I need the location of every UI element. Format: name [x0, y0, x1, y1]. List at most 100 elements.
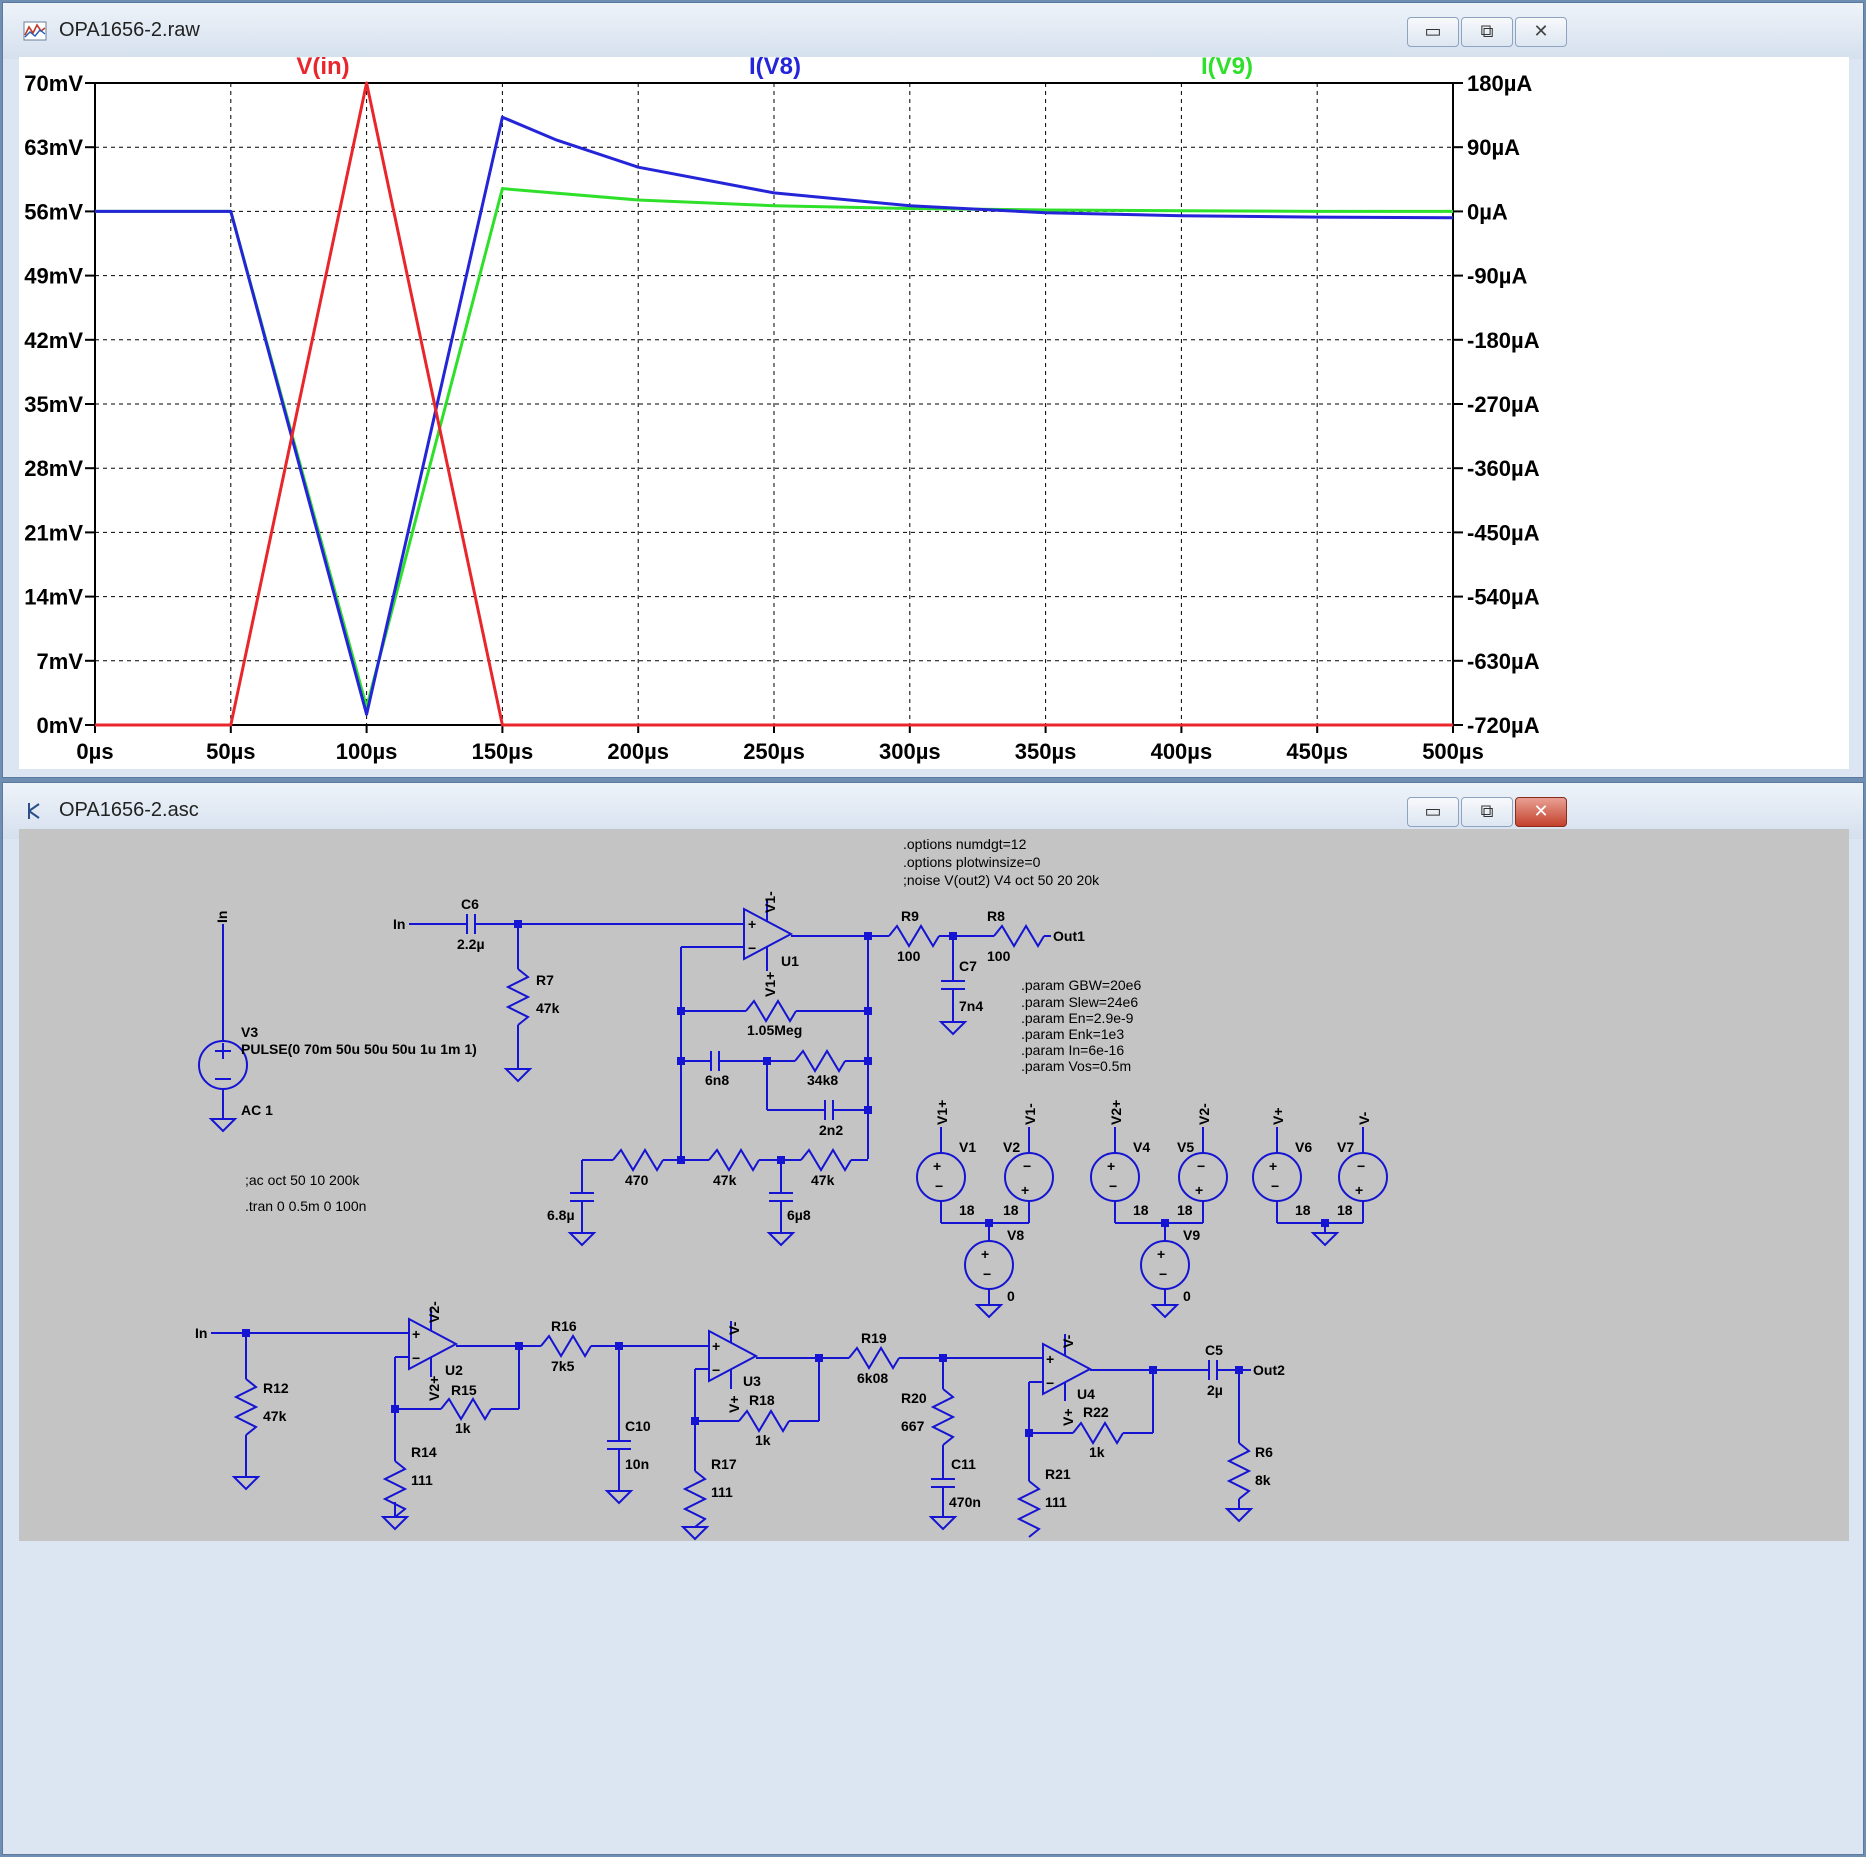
svg-text:−: −: [935, 1178, 943, 1194]
directive-line: .options numdgt=12: [903, 836, 1027, 852]
svg-text:V6: V6: [1295, 1139, 1312, 1155]
u1-stage[interactable]: In C6 2.2µ R7 47k +− V1- V1+ U1: [393, 891, 1085, 1247]
svg-text:+: +: [981, 1246, 989, 1262]
minimize-button[interactable]: ▭: [1407, 797, 1459, 827]
supply-sources[interactable]: + − − + + − V1+ V1- V1 V2 18 18 V8 0 + − − +: [916, 1100, 1388, 1319]
svg-text:V1+: V1+: [934, 1100, 950, 1125]
svg-text:−: −: [983, 1266, 991, 1282]
svg-text:−: −: [1046, 1375, 1054, 1391]
close-button[interactable]: ✕: [1515, 797, 1567, 827]
svg-text:U1: U1: [781, 953, 799, 969]
svg-text:6µ8: 6µ8: [787, 1207, 811, 1223]
svg-text:V2-: V2-: [1196, 1103, 1212, 1125]
svg-text:V1: V1: [959, 1139, 976, 1155]
svg-text:R15: R15: [451, 1382, 477, 1398]
svg-text:U3: U3: [743, 1373, 761, 1389]
svg-text:1.05Meg: 1.05Meg: [747, 1022, 802, 1038]
svg-text:18: 18: [1295, 1202, 1311, 1218]
schematic-icon: [28, 803, 40, 819]
restore-button[interactable]: ⧉: [1461, 17, 1513, 47]
svg-text:+: +: [1157, 1246, 1165, 1262]
param-line: .param In=6e-16: [1021, 1042, 1124, 1058]
right-tick-label: -450µA: [1467, 520, 1540, 545]
legend: V(in) I(V8) I(V9): [296, 57, 1253, 80]
waveform-plot[interactable]: 0mV 7mV 14mV 21mV 28mV 35mV 42mV 49mV 56mV 63mV 70…: [19, 57, 1849, 769]
schematic-window-title: OPA1656-2.asc: [59, 799, 199, 821]
svg-text:C5: C5: [1205, 1342, 1223, 1358]
svg-text:V2-: V2-: [426, 1301, 442, 1323]
sim-commands: ;ac oct 50 10 200k .tran 0 0.5m 0 100n: [245, 1172, 366, 1214]
right-tick-label: -90µA: [1467, 264, 1527, 289]
svg-text:U2: U2: [445, 1362, 463, 1378]
legend-entry: I(V9): [1201, 57, 1253, 80]
svg-text:+: +: [1269, 1158, 1277, 1174]
svg-text:0: 0: [1007, 1288, 1015, 1304]
svg-text:R21: R21: [1045, 1466, 1071, 1482]
svg-text:+: +: [1107, 1158, 1115, 1174]
svg-text:470n: 470n: [949, 1494, 981, 1510]
svg-text:2n2: 2n2: [819, 1122, 843, 1138]
svg-text:R14: R14: [411, 1444, 437, 1460]
minimize-button[interactable]: ▭: [1407, 17, 1459, 47]
svg-text:+: +: [412, 1326, 420, 1342]
v3-source[interactable]: In V3 PULSE(0 70m 50u 50u 50u 1u 1m 1) A…: [198, 911, 477, 1133]
svg-text:10n: 10n: [625, 1456, 649, 1472]
svg-text:6.8µ: 6.8µ: [547, 1207, 575, 1223]
svg-text:−: −: [1197, 1158, 1205, 1174]
svg-text:18: 18: [1003, 1202, 1019, 1218]
svg-text:R6: R6: [1255, 1444, 1273, 1460]
svg-text:18: 18: [1337, 1202, 1353, 1218]
tran-command: .tran 0 0.5m 0 100n: [245, 1198, 366, 1214]
right-tick-label: 0µA: [1467, 199, 1508, 224]
waveform-window[interactable]: OPA1656-2.raw ▭ ⧉ ✕ 0mV 7mV 14mV 21mV 28mV 35…: [2, 2, 1864, 778]
svg-text:V9: V9: [1183, 1227, 1200, 1243]
x-tick-label: 300µs: [879, 739, 941, 764]
x-tick-label: 250µs: [743, 739, 805, 764]
svg-text:PULSE(0 70m 50u 50u 50u 1u 1m: PULSE(0 70m 50u 50u 50u 1u 1m 1): [241, 1041, 477, 1057]
svg-text:R7: R7: [536, 972, 554, 988]
schematic-canvas[interactable]: .w{stroke:#1414d2;stroke-width:2;fill:no…: [19, 829, 1849, 1541]
svg-text:47k: 47k: [263, 1408, 287, 1424]
filter-chain[interactable]: In R12 47k + − V2- V2+ U2 R15: [195, 1301, 1285, 1541]
svg-text:R19: R19: [861, 1330, 887, 1346]
svg-text:R9: R9: [901, 908, 919, 924]
svg-text:V3: V3: [241, 1024, 258, 1040]
svg-text:R8: R8: [987, 908, 1005, 924]
svg-text:−: −: [1109, 1178, 1117, 1194]
left-tick-label: 63mV: [24, 135, 83, 160]
svg-text:In: In: [393, 916, 405, 932]
svg-text:U4: U4: [1077, 1386, 1095, 1402]
right-tick-label: -630µA: [1467, 649, 1540, 674]
svg-text:47k: 47k: [536, 1000, 560, 1016]
left-tick-label: 0mV: [37, 713, 84, 738]
svg-text:6k08: 6k08: [857, 1370, 888, 1386]
svg-text:R20: R20: [901, 1390, 927, 1406]
series-layer: [95, 81, 1454, 727]
svg-text:8k: 8k: [1255, 1472, 1271, 1488]
svg-text:18: 18: [1133, 1202, 1149, 1218]
param-line: .param Slew=24e6: [1021, 994, 1138, 1010]
svg-text:R16: R16: [551, 1318, 577, 1334]
svg-text:18: 18: [1177, 1202, 1193, 1218]
right-tick-label: -360µA: [1467, 456, 1540, 481]
svg-text:C10: C10: [625, 1418, 651, 1434]
svg-text:V-: V-: [1356, 1111, 1372, 1125]
directive-line: .options plotwinsize=0: [903, 854, 1041, 870]
param-line: .param GBW=20e6: [1021, 977, 1141, 993]
schematic-window[interactable]: OPA1656-2.asc ▭ ⧉ ✕ .w{stroke:#1414d2;st…: [2, 782, 1864, 1855]
waveform-titlebar[interactable]: OPA1656-2.raw ▭ ⧉ ✕: [3, 3, 1863, 59]
x-axis-ticks: 0µs 50µs 100µs 150µs 200µs 250µs 300µs 350µs 400…: [76, 725, 1484, 764]
left-tick-label: 28mV: [24, 456, 83, 481]
x-tick-label: 100µs: [336, 739, 398, 764]
svg-text:V7: V7: [1337, 1139, 1354, 1155]
close-button[interactable]: ✕: [1515, 17, 1567, 47]
svg-text:R22: R22: [1083, 1404, 1109, 1420]
svg-text:R18: R18: [749, 1392, 775, 1408]
legend-entry: I(V8): [749, 57, 801, 80]
param-line: .param Vos=0.5m: [1021, 1058, 1131, 1074]
svg-text:+: +: [1046, 1351, 1054, 1367]
svg-text:+: +: [748, 916, 756, 932]
svg-text:18: 18: [959, 1202, 975, 1218]
series-line-vin: [95, 81, 1453, 727]
restore-button[interactable]: ⧉: [1461, 797, 1513, 827]
